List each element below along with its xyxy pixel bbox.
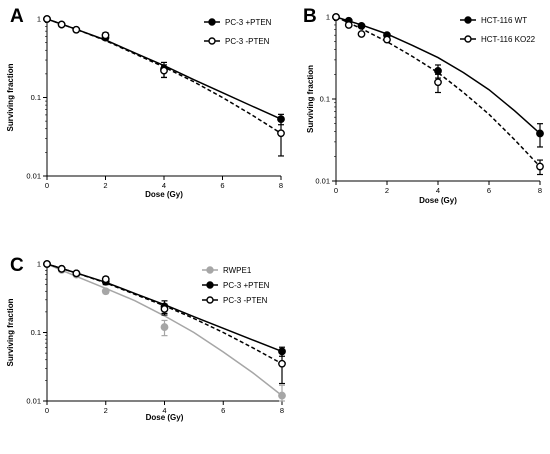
y-axis-title: Surviving fraction xyxy=(306,65,315,133)
x-axis-title: Dose (Gy) xyxy=(146,413,184,422)
fit-curve xyxy=(46,263,283,397)
series-pc-3-pten xyxy=(43,15,285,157)
x-tick-label: 0 xyxy=(334,186,338,195)
legend-entry: PC-3 -PTEN xyxy=(204,37,270,46)
x-tick-label: 0 xyxy=(45,406,49,415)
series-hct-116-ko22 xyxy=(332,13,544,176)
y-axis-title: Surviving fraction xyxy=(6,63,15,131)
data-point xyxy=(43,260,51,268)
x-tick-label: 6 xyxy=(221,406,225,415)
fit-curve xyxy=(335,16,541,135)
y-tick-label: 1 xyxy=(37,15,41,24)
data-point xyxy=(57,264,66,273)
data-point xyxy=(344,21,353,29)
legend-marker xyxy=(464,16,472,24)
y-tick-label: 0.1 xyxy=(31,93,41,102)
y-tick-label: 0.01 xyxy=(315,177,330,186)
legend-entry: RWPE1 xyxy=(202,266,252,275)
legend-marker xyxy=(464,35,472,43)
data-point xyxy=(57,20,66,29)
legend-label: PC-3 +PTEN xyxy=(223,281,270,290)
panel-letter: A xyxy=(10,6,24,27)
data-point xyxy=(332,13,340,21)
x-tick-label: 8 xyxy=(279,181,283,190)
data-point xyxy=(434,78,442,87)
series-pc-3-pten xyxy=(43,260,286,385)
x-tick-label: 6 xyxy=(220,181,224,190)
data-point xyxy=(101,287,110,296)
x-tick-label: 8 xyxy=(538,186,542,195)
data-point xyxy=(536,162,544,171)
legend-entry: HCT-116 KO22 xyxy=(460,35,536,44)
data-point xyxy=(43,15,51,23)
x-tick-label: 4 xyxy=(162,181,166,190)
data-point xyxy=(101,31,110,40)
x-tick-label: 2 xyxy=(104,406,108,415)
panel-letter: C xyxy=(10,255,24,276)
legend-marker xyxy=(208,37,216,45)
panel-a: A 1 0.1 0.01 0 2 4 6 8 Dose (Gy) Surviving fractio… xyxy=(6,6,285,199)
y-tick-label: 0.1 xyxy=(31,328,41,337)
x-axis-title: Dose (Gy) xyxy=(145,190,183,199)
legend-marker xyxy=(206,281,214,289)
y-tick-label: 1 xyxy=(326,13,330,22)
legend-marker xyxy=(206,266,214,274)
panel-letter: B xyxy=(303,6,317,27)
data-point xyxy=(160,323,169,331)
x-tick-label: 2 xyxy=(385,186,389,195)
y-axis-title: Surviving fraction xyxy=(6,298,15,366)
data-point xyxy=(160,305,169,313)
data-point xyxy=(160,66,168,75)
data-point xyxy=(278,359,286,368)
data-point xyxy=(357,30,366,38)
panel-b: B 1 0.1 0.01 0 2 4 6 8 Dose (Gy) Surviving fractio… xyxy=(303,6,544,205)
series-hct-116-wt xyxy=(332,13,544,148)
x-tick-label: 8 xyxy=(280,406,284,415)
data-point xyxy=(383,35,391,44)
data-point xyxy=(278,391,286,400)
data-point xyxy=(536,129,544,138)
legend-label: PC-3 -PTEN xyxy=(225,37,270,46)
data-point xyxy=(72,269,81,278)
y-tick-label: 0.01 xyxy=(26,397,41,406)
legend-label: PC-3 -PTEN xyxy=(223,296,268,305)
legend-label: HCT-116 KO22 xyxy=(481,35,536,44)
x-axis-title: Dose (Gy) xyxy=(419,196,457,205)
legend-label: HCT-116 WT xyxy=(481,16,527,25)
legend-label: PC-3 +PTEN xyxy=(225,18,272,27)
legend-entry: PC-3 +PTEN xyxy=(204,18,272,27)
y-tick-label: 1 xyxy=(37,260,41,269)
legend-entry: PC-3 -PTEN xyxy=(202,296,268,305)
data-point xyxy=(101,275,110,284)
x-tick-label: 0 xyxy=(45,181,49,190)
legend-label: RWPE1 xyxy=(223,266,252,275)
x-tick-label: 4 xyxy=(436,186,440,195)
x-tick-label: 6 xyxy=(487,186,491,195)
legend-marker xyxy=(208,18,216,26)
legend-marker xyxy=(206,296,214,304)
legend-entry: PC-3 +PTEN xyxy=(202,281,270,290)
data-point xyxy=(277,129,285,138)
x-tick-label: 2 xyxy=(103,181,107,190)
y-tick-label: 0.1 xyxy=(320,95,330,104)
legend-entry: HCT-116 WT xyxy=(460,16,527,25)
panel-c: C 1 0.1 0.01 0 2 4 6 8 Dose (Gy) Surviving fractio… xyxy=(6,255,286,422)
x-tick-label: 4 xyxy=(162,406,166,415)
data-point xyxy=(72,25,81,34)
y-tick-label: 0.01 xyxy=(26,172,41,181)
